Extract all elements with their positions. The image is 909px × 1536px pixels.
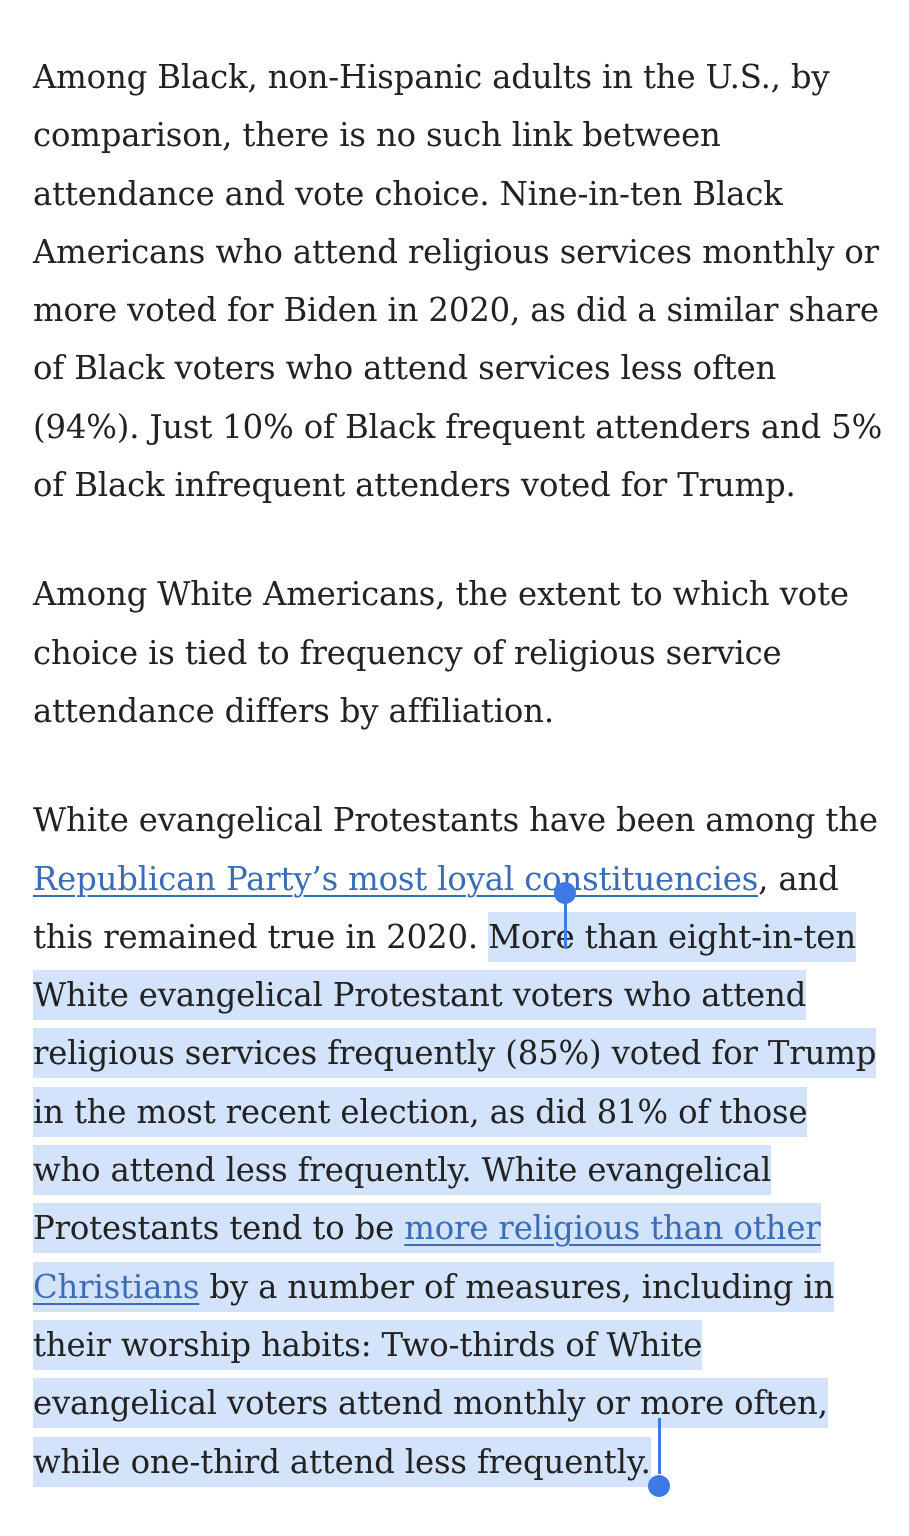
selection-end-caret xyxy=(658,1418,661,1474)
link-more-religious-than-other-christians[interactable]: more religious than other Christians xyxy=(33,1209,821,1306)
selection-end-handle[interactable] xyxy=(648,1475,670,1497)
paragraph-black-adults[interactable]: Among Black, non-Hispanic adults in the … xyxy=(33,58,883,505)
link-republican-party-loyal-constituencies[interactable]: Republican Party’s most loyal constituen… xyxy=(33,859,759,898)
selected-text: More than eight-in-ten White evangelical… xyxy=(33,917,877,1248)
article-body: Among Black, non-Hispanic adults in the … xyxy=(33,48,883,1491)
paragraph-text: , and this remained true in 2020. xyxy=(33,859,839,956)
paragraph-text: White evangelical Protestants have been … xyxy=(33,801,878,840)
paragraph-white-americans[interactable]: Among White Americans, the extent to whi… xyxy=(33,575,849,730)
text-selection-highlight[interactable]: More than eight-in-ten White evangelical… xyxy=(33,917,877,1481)
selected-text: by a number of measures, including in th… xyxy=(33,1267,835,1481)
selection-start-handle[interactable] xyxy=(554,882,576,904)
paragraph-white-evangelicals[interactable]: White evangelical Protestants have been … xyxy=(33,791,883,1491)
selection-start-caret xyxy=(564,896,567,948)
